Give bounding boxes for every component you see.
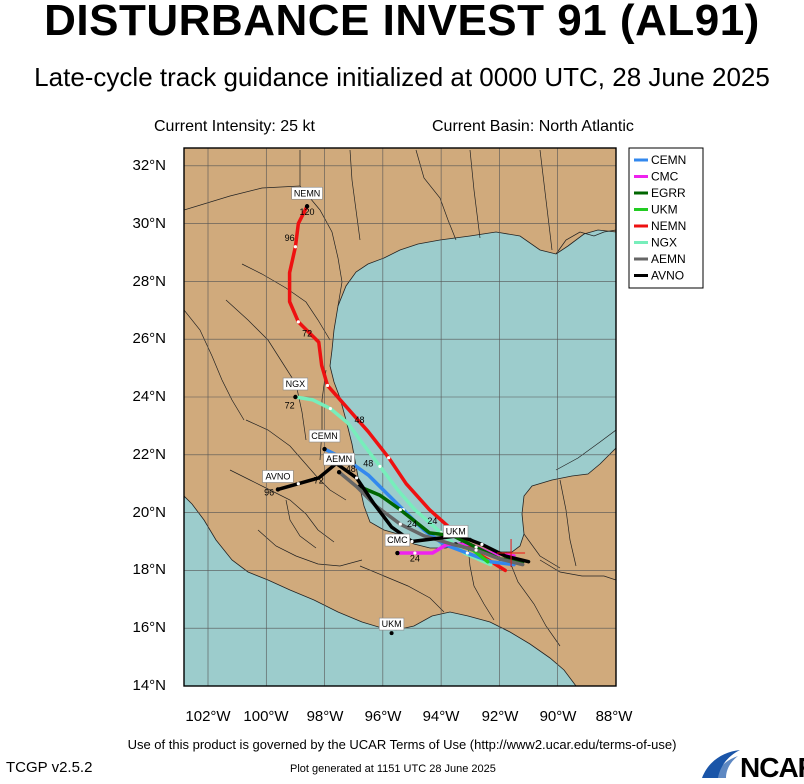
svg-text:NGX: NGX [286, 379, 306, 389]
track-point [413, 551, 417, 555]
lon-tick-100: 100°W [243, 708, 289, 725]
lat-tick-28: 28°N [132, 273, 166, 290]
track-end-dot [395, 550, 400, 556]
svg-text:UKM: UKM [446, 526, 466, 536]
map-subtitle: Late-cycle track guidance initialized at… [34, 62, 770, 92]
svg-text:NEMN: NEMN [294, 188, 321, 198]
lon-tick-94: 94°W [422, 708, 460, 725]
lon-tick-88: 88°W [595, 708, 633, 725]
current-position-marker [497, 539, 526, 568]
svg-text:CMC: CMC [387, 535, 408, 545]
track-end-dot [322, 446, 327, 452]
tau-label: 72 [314, 476, 324, 486]
map-frame [183, 147, 617, 687]
track-point [410, 539, 414, 544]
us-gulf-coast [555, 229, 616, 255]
tau-label: 48 [363, 458, 373, 468]
lat-tick-26: 26°N [132, 330, 166, 347]
marker-ukm: UKM [378, 617, 405, 636]
current-basin: Current Basin: North Atlantic [432, 118, 634, 135]
track-point [465, 551, 469, 555]
lon-tick-102: 102°W [185, 708, 231, 725]
ncar-logo-text: NCAR [740, 752, 804, 783]
track-aemn [337, 470, 525, 567]
end-label-ukm: UKM [443, 525, 469, 538]
lat-tick-22: 22°N [132, 446, 166, 463]
ncar-logo-icon [702, 750, 740, 778]
svg-text:CEMN: CEMN [311, 431, 338, 441]
terms-of-use: Use of this product is governed by the U… [127, 737, 677, 752]
lat-tick-16: 16°N [132, 619, 166, 636]
lat-tick-18: 18°N [132, 561, 166, 578]
track-labels: 120967248NEMN7248NGX24CEMN24CMCUKM24AEMN… [262, 186, 469, 636]
lat-tick-24: 24°N [132, 388, 166, 405]
tau-label: 24 [410, 554, 420, 564]
end-label-cemn: CEMN [308, 429, 341, 443]
tau-label: 96 [285, 233, 295, 243]
map-title: DISTURBANCE INVEST 91 (AL91) [44, 0, 760, 45]
lat-tick-32: 32°N [132, 157, 166, 174]
lon-tick-96: 96°W [364, 708, 402, 725]
svg-text:AEMN: AEMN [326, 454, 352, 464]
track-point [480, 542, 484, 546]
track-end-dot [336, 469, 342, 475]
political-borders [184, 149, 616, 647]
tau-label: 72 [302, 328, 312, 338]
legend-label-aemn: AEMN [651, 252, 686, 266]
tau-label: 120 [300, 207, 315, 217]
track-point [328, 406, 332, 411]
legend: CEMN CMC EGRR UKM NEMN NGX AEMN AVNO [628, 147, 704, 289]
track-point [378, 464, 382, 468]
track-end-dot [275, 487, 281, 492]
tau-label: 48 [346, 464, 356, 474]
tau-label: 96 [264, 487, 274, 497]
legend-label-egrr: EGRR [651, 186, 686, 200]
track-point [474, 545, 478, 549]
svg-text:AVNO: AVNO [266, 471, 291, 481]
lat-tick-14: 14°N [132, 677, 166, 694]
track-point [398, 508, 402, 512]
legend-label-ngx: NGX [651, 236, 677, 250]
svg-text:UKM: UKM [382, 619, 402, 629]
current-intensity: Current Intensity: 25 kt [154, 118, 315, 135]
legend-label-avno: AVNO [651, 269, 684, 283]
end-label-avno: AVNO [262, 470, 294, 483]
tau-label: 48 [355, 415, 365, 425]
tau-label: 24 [407, 519, 417, 529]
track-point [474, 548, 478, 552]
track-point [355, 476, 359, 480]
legend-label-ukm: UKM [651, 203, 678, 217]
track-point [293, 245, 298, 249]
generated-time: Plot generated at 1151 UTC 28 June 2025 [290, 763, 496, 775]
track-point [398, 522, 402, 526]
track-point [387, 456, 391, 460]
legend-label-nemn: NEMN [651, 219, 686, 233]
lon-tick-92: 92°W [481, 708, 519, 725]
forecast-tracks [275, 204, 531, 573]
track-end-dot [304, 204, 310, 209]
legend-label-cemn: CEMN [651, 153, 686, 167]
tau-label: 24 [427, 516, 437, 526]
legend-label-cmc: CMC [651, 170, 679, 184]
end-label-aemn: AEMN [323, 452, 355, 466]
tau-label: 72 [285, 401, 295, 411]
lat-tick-20: 20°N [132, 504, 166, 521]
lon-tick-98: 98°W [306, 708, 344, 725]
track-end-dot [293, 394, 298, 400]
end-label-nemn: NEMN [291, 186, 323, 200]
track-point [296, 482, 300, 486]
end-label-cmc: CMC [384, 533, 411, 547]
end-label-ngx: NGX [282, 377, 309, 391]
lat-tick-30: 30°N [132, 215, 166, 232]
version-label: TCGP v2.5.2 [6, 759, 93, 776]
lon-tick-90: 90°W [539, 708, 577, 725]
track-point [296, 320, 300, 324]
track-point [325, 383, 330, 388]
